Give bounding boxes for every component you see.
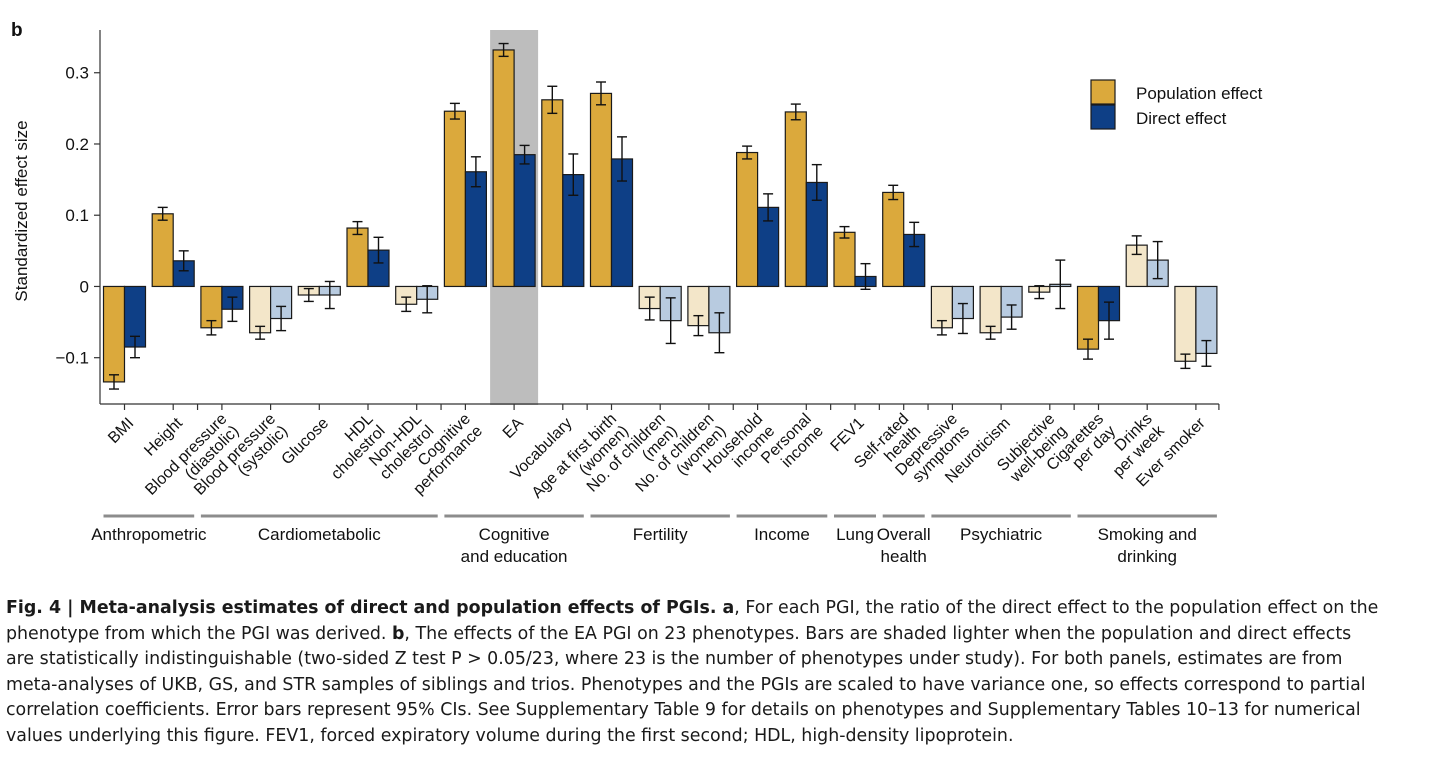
population-error-bar-13: [742, 145, 753, 160]
y-tick-label: 0.3: [65, 64, 89, 83]
population-effect-bar-10: [589, 92, 613, 288]
direct-error-bar-0: [130, 335, 140, 359]
x-tick-label: Glucose: [279, 415, 333, 469]
direct-error-bar-15: [860, 262, 871, 291]
caption-line: Fig. 4 | Meta-analysis estimates of dire…: [6, 598, 1379, 618]
direct-error-bar-1: [178, 250, 189, 272]
y-tick-label: 0.1: [65, 206, 89, 225]
population-error-bar-11: [644, 296, 655, 321]
population-effect-bar-22: [1174, 285, 1197, 362]
direct-error-bar-11: [665, 297, 676, 345]
direct-effect-bar-8: [513, 154, 536, 288]
direct-error-bar-4: [324, 280, 335, 310]
legend-swatch: [1090, 104, 1116, 130]
population-error-bar-1: [157, 206, 168, 221]
population-error-bar-2: [206, 319, 217, 336]
population-error-bar-18: [985, 325, 996, 340]
caption-line: meta-analyses of UKB, GS, and STR sample…: [6, 674, 1366, 695]
population-error-bar-3: [255, 325, 266, 340]
population-effect-bar-9: [541, 99, 564, 288]
figure-caption: Fig. 4 | Meta-analysis estimates of dire…: [6, 596, 1446, 750]
population-error-bar-12: [693, 314, 704, 337]
group-label: Cardiometabolic: [258, 525, 381, 544]
direct-error-bar-9: [568, 153, 579, 196]
direct-error-bar-3: [276, 305, 287, 332]
direct-error-bar-20: [1104, 301, 1114, 340]
y-axis-label: Standardized effect size: [12, 120, 31, 301]
direct-error-bar-5: [373, 236, 384, 264]
bar-chart: b −0.1 0 0.1 0.2 0.3 Standardized effect size…: [11, 20, 1263, 566]
direct-error-bar-10: [617, 136, 627, 182]
direct-error-bar-12: [714, 312, 725, 354]
group-label: Fertility: [633, 525, 688, 544]
population-error-bar-17: [936, 319, 947, 336]
group-label: Psychiatric: [960, 525, 1043, 544]
caption-line: phenotype from which the PGI was derived…: [6, 623, 1352, 644]
population-effect-bar-16: [882, 191, 905, 288]
direct-error-bar-7: [470, 156, 481, 188]
legend-swatch: [1090, 79, 1116, 105]
population-error-bar-8: [498, 42, 509, 58]
population-error-bar-19: [1034, 285, 1045, 300]
direct-error-bar-8: [519, 144, 530, 165]
caption-line: correlation coefficients. Error bars rep…: [6, 700, 1361, 721]
group-label: Anthropometric: [91, 525, 207, 544]
caption-line: are statistically indistinguishable (two…: [6, 649, 1343, 670]
direct-error-bar-16: [909, 221, 920, 248]
x-tick-label: Personalincome: [758, 410, 827, 479]
x-tick-label: BMI: [105, 415, 137, 447]
direct-error-bar-2: [227, 296, 238, 323]
population-effect-bar-13: [735, 151, 759, 288]
y-tick-label: 0.2: [65, 135, 89, 154]
legend-label: Population effect: [1136, 84, 1263, 103]
population-error-bar-4: [303, 287, 314, 303]
caption-line: values underlying this figure. FEV1, for…: [6, 725, 1014, 746]
direct-effect-bar-7: [464, 171, 487, 288]
direct-error-bar-22: [1201, 339, 1212, 367]
population-effect-bar-7: [443, 110, 466, 288]
population-effect-bar-1: [151, 213, 174, 288]
population-error-bar-10: [596, 81, 606, 106]
y-tick-label: 0: [80, 277, 89, 296]
direct-error-bar-18: [1006, 304, 1017, 330]
population-error-bar-9: [547, 85, 558, 115]
population-effect-bar-0: [102, 285, 126, 383]
x-tick-label: EA: [500, 415, 527, 442]
population-error-bar-7: [449, 102, 460, 120]
direct-error-bar-13: [763, 193, 774, 222]
panel-label: b: [11, 20, 23, 41]
group-label: Overall health: [877, 525, 931, 566]
group-label: Smoking and drinking: [1098, 525, 1197, 566]
population-error-bar-14: [790, 103, 801, 121]
group-label: Income: [754, 525, 810, 544]
y-tick-label: −0.1: [55, 349, 89, 368]
population-effect-bar-8: [492, 49, 515, 288]
population-error-bar-6: [401, 296, 412, 313]
population-effect-bar-14: [784, 111, 807, 288]
group-label: Lung: [836, 525, 874, 544]
group-label: Cognitive and education: [461, 525, 568, 566]
population-error-bar-15: [839, 225, 850, 239]
direct-error-bar-17: [957, 302, 968, 335]
direct-error-bar-14: [811, 163, 822, 201]
direct-error-bar-6: [422, 285, 433, 314]
population-effect-bar-5: [346, 227, 369, 288]
population-error-bar-20: [1083, 338, 1093, 360]
population-effect-bar-15: [833, 231, 856, 288]
population-error-bar-16: [888, 184, 899, 201]
population-error-bar-5: [352, 220, 363, 236]
population-error-bar-22: [1180, 353, 1191, 370]
population-error-bar-21: [1131, 235, 1142, 256]
direct-error-bar-19: [1055, 259, 1066, 310]
population-error-bar-0: [109, 374, 119, 390]
direct-error-bar-21: [1152, 240, 1163, 280]
legend-label: Direct effect: [1136, 109, 1227, 128]
